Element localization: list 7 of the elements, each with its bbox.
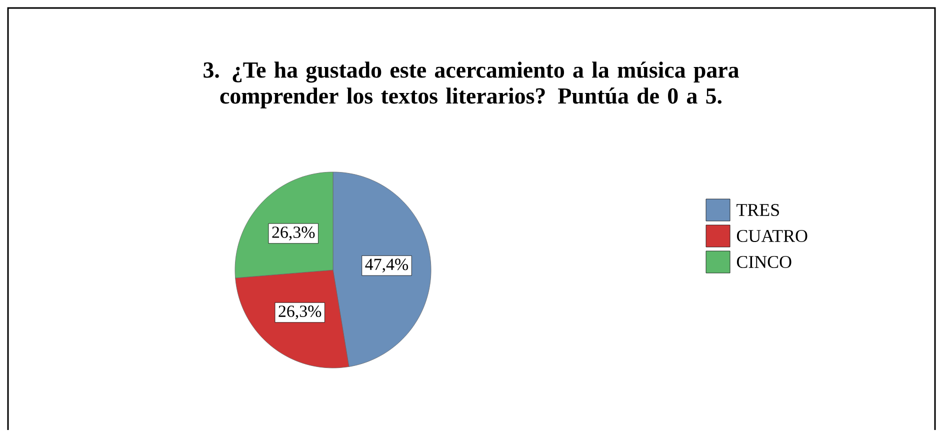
legend-label: CINCO [736,256,792,268]
data-label: 47,4% [365,258,408,273]
chart-title: 3. ¿Te ha gustado este acercamiento a la música para comprender los textos literarios? Puntúa de 0 a 5. [204,62,739,108]
legend-label: CUATRO [736,230,808,242]
data-label: 26,3% [278,306,322,320]
data-label: 26,3% [272,226,315,241]
legend-label: TRES [736,204,779,216]
